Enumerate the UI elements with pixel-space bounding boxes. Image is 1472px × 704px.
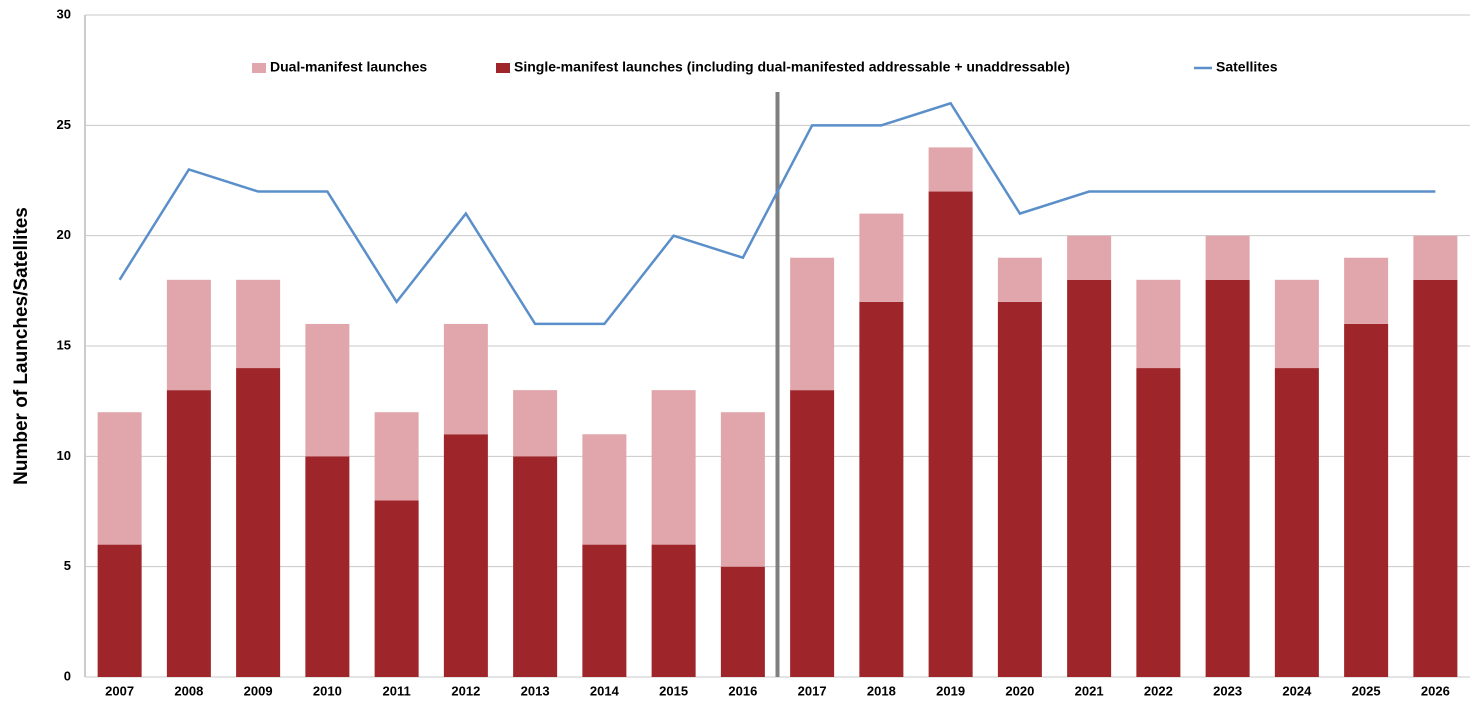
x-tick-label: 2010 <box>313 683 342 698</box>
y-tick-label: 15 <box>57 337 71 352</box>
y-tick-label: 10 <box>57 448 71 463</box>
x-tick-label: 2014 <box>590 683 620 698</box>
bar <box>582 434 627 545</box>
x-tick-label: 2017 <box>798 683 827 698</box>
bar <box>166 390 211 677</box>
bar <box>997 257 1042 302</box>
bar <box>97 544 142 677</box>
x-tick-label: 2022 <box>1144 683 1173 698</box>
bar <box>582 544 627 677</box>
bar <box>790 257 835 391</box>
bar <box>236 279 281 369</box>
bar <box>720 566 765 677</box>
bar <box>1413 279 1458 677</box>
bar <box>859 301 904 677</box>
bar <box>1274 279 1319 369</box>
bar <box>1413 235 1458 280</box>
bar <box>1136 279 1181 369</box>
bar <box>997 301 1042 677</box>
x-tick-label: 2008 <box>174 683 203 698</box>
bar <box>97 412 142 545</box>
x-tick-label: 2023 <box>1213 683 1242 698</box>
bar <box>859 213 904 302</box>
bar <box>651 390 696 545</box>
x-tick-label: 2025 <box>1352 683 1381 698</box>
legend-swatch <box>496 63 510 73</box>
bar <box>513 390 558 457</box>
bar <box>1344 257 1389 324</box>
bar <box>1205 279 1250 677</box>
x-tick-label: 2009 <box>244 683 273 698</box>
y-tick-label: 20 <box>57 227 71 242</box>
line <box>118 101 1436 326</box>
x-tick-label: 2013 <box>521 683 550 698</box>
bar <box>928 147 973 192</box>
bar <box>166 279 211 391</box>
bar <box>651 544 696 677</box>
legend-label: Single-manifest launches (including dual… <box>514 59 1070 75</box>
x-tick-label: 2015 <box>659 683 688 698</box>
x-tick-label: 2024 <box>1282 683 1312 698</box>
y-tick-label: 30 <box>57 6 71 21</box>
bar <box>443 434 488 677</box>
x-tick-label: 2016 <box>728 683 757 698</box>
bar <box>1136 368 1181 677</box>
legend-label: Dual-manifest launches <box>270 59 427 75</box>
bar <box>1205 235 1250 280</box>
legend-swatch <box>252 63 266 73</box>
bar <box>790 390 835 677</box>
x-tick-label: 2011 <box>383 683 411 698</box>
x-tick-label: 2021 <box>1075 683 1104 698</box>
x-tick-label: 2019 <box>936 683 965 698</box>
y-tick-label: 5 <box>64 558 71 573</box>
bar <box>1344 323 1389 677</box>
y-axis-label: Number of Launches/Satellites <box>11 207 32 485</box>
bar <box>513 456 558 677</box>
bar <box>236 368 281 677</box>
bar <box>1274 368 1319 677</box>
y-tick-label: 0 <box>64 668 71 683</box>
x-tick-label: 2026 <box>1421 683 1450 698</box>
bar <box>1067 279 1112 677</box>
bar <box>374 500 419 677</box>
bar <box>305 323 350 457</box>
x-tick-label: 2007 <box>105 683 134 698</box>
bar <box>928 191 973 678</box>
legend-label: Satellites <box>1216 59 1278 75</box>
x-tick-label: 2020 <box>1005 683 1034 698</box>
x-tick-label: 2012 <box>451 683 480 698</box>
y-tick-label: 25 <box>57 117 71 132</box>
bar <box>720 412 765 567</box>
x-tick-label: 2018 <box>867 683 896 698</box>
bar <box>443 323 488 435</box>
bar <box>374 412 419 501</box>
bar <box>305 456 350 677</box>
bar <box>1067 235 1112 280</box>
